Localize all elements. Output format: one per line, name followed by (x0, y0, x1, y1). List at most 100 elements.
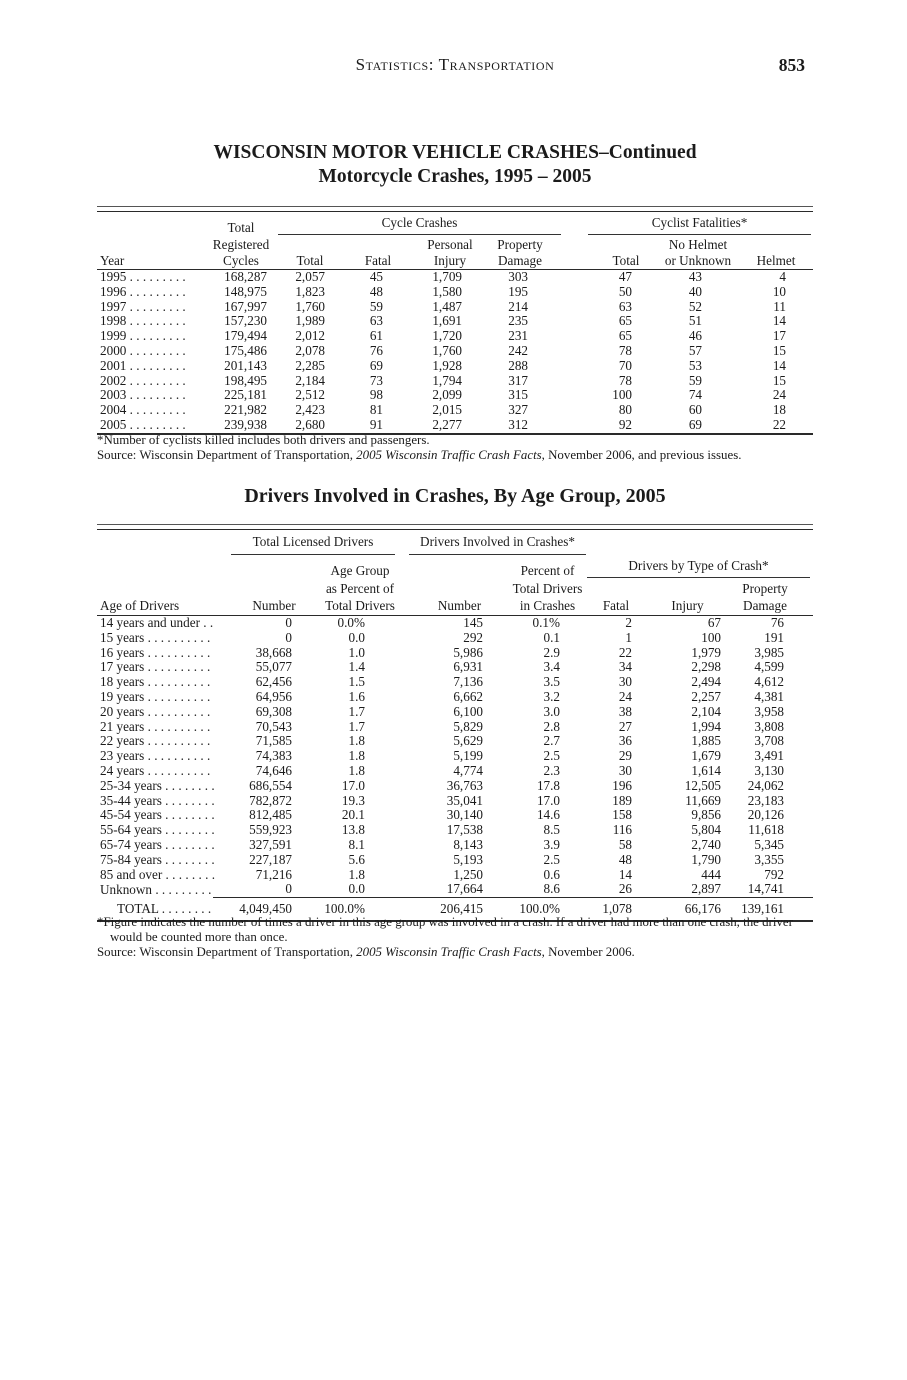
spacer-cell (791, 285, 813, 300)
spacer-cell (791, 270, 813, 285)
header-text: Total Drivers (325, 598, 395, 613)
table-cell: 4,381 (754, 688, 785, 704)
table-cell: 14 years and under . . (100, 615, 214, 630)
group-type-of-crash: Drivers by Type of Crash* (561, 557, 813, 580)
table-cell: 74,383 (255, 748, 292, 764)
table-cell: 65 (618, 328, 632, 344)
table-cell: Unknown . . . . . . . . . (100, 881, 212, 897)
table-cell: 559,923 (249, 822, 292, 838)
table-row: 14 years and under . . 0 0.0% 145 0.1% 2 67 76 (97, 615, 813, 631)
table-cell: 195 (508, 283, 528, 299)
table-cell: 6,662 (453, 688, 483, 704)
header-text: Property (742, 581, 788, 596)
table-cell: 2004 . . . . . . . . . (100, 402, 186, 418)
col-age-of-drivers: Age of Drivers (97, 597, 213, 616)
table-cell: 61 (369, 328, 383, 344)
table-cell: 48 (369, 283, 383, 299)
table-cell: 16 years . . . . . . . . . . (100, 644, 211, 660)
motorcycle-table-body: 1995 . . . . . . . . . 168,287 2,057 45 1,70… (97, 269, 814, 434)
spacer-cell (791, 237, 813, 253)
table-cell: 444 (701, 866, 722, 882)
table-cell: 1,760 (295, 298, 325, 314)
table-cell: 5,345 (754, 836, 785, 852)
group-cycle-crashes: Cycle Crashes (273, 212, 561, 237)
table-cell: 69,308 (255, 703, 292, 719)
spacer-cell (786, 764, 813, 779)
header-text: Damage (498, 252, 542, 268)
table-cell: 14 (772, 357, 786, 373)
table-cell: 1998 . . . . . . . . . (100, 313, 186, 329)
double-rule (97, 206, 813, 212)
table-cell: 24 (772, 387, 786, 403)
table-row: 2004 . . . . . . . . . 221,982 2,423 81 2,01… (97, 402, 813, 418)
header-text: Year (100, 252, 125, 268)
table-row: 35-44 years . . . . . . . . 782,872 19.3 35… (97, 792, 813, 809)
header-row-3: as Percent of Total Drivers Property (97, 580, 813, 597)
spacer-cell (786, 823, 813, 838)
table-cell: 69 (369, 357, 383, 373)
table-cell: 327,591 (249, 836, 292, 852)
table-cell: 29 (618, 748, 633, 764)
table-cell: 40 (688, 283, 702, 299)
header-text: Number (437, 598, 482, 613)
table-row: 2000 . . . . . . . . . 175,486 2,078 76 1,76… (97, 342, 813, 359)
table-cell: 1,487 (432, 298, 462, 314)
spacer-cell (786, 808, 813, 823)
table-cell: 4,599 (754, 659, 785, 675)
table-cell: 38 (618, 703, 633, 719)
col-age-group-pct-line2: as Percent of (293, 580, 394, 597)
table-cell: 9,856 (691, 807, 722, 823)
table-cell: 116 (612, 822, 633, 838)
table-cell: 35,041 (446, 792, 483, 808)
spacer-cell (531, 237, 635, 253)
table-row: 2005 . . . . . . . . . 239,938 2,680 91 2,27… (97, 416, 813, 434)
table-cell: 14,741 (747, 881, 785, 897)
table-cell: 22 years . . . . . . . . . . (100, 733, 211, 749)
table-cell: 782,872 (249, 792, 292, 808)
table-cell: 157,230 (224, 313, 267, 329)
header-text: Damage (743, 598, 787, 613)
table-cell: 73 (369, 372, 383, 388)
table-cell: 4 (779, 269, 786, 284)
spacer-cell (791, 344, 813, 359)
motorcycle-table-head: Total Cycle Crashes Cyclist Fatalities* … (97, 212, 813, 270)
header-row-groups: Total Licensed Drivers Drivers Involved … (97, 530, 813, 557)
table-row: 20 years . . . . . . . . . . 69,308 1.7 6,1… (97, 703, 813, 720)
header-row-groups: Total Cycle Crashes Cyclist Fatalities* (97, 212, 813, 237)
table-cell: 22 (772, 416, 786, 432)
table-cell: 2,012 (295, 328, 325, 344)
table-cell: 1.5 (348, 674, 365, 690)
table-row: 2002 . . . . . . . . . 198,495 2,184 73 1,79… (97, 372, 813, 389)
col-property-line1: Property (722, 580, 788, 597)
table-cell: 30 (618, 762, 633, 778)
table-cell: 100.0% (293, 897, 367, 922)
header-row-2: Age Group Percent of Drivers by Type of … (97, 557, 813, 580)
spacer-cell (97, 212, 209, 237)
group-underline: Drivers by Type of Crash* (587, 557, 811, 578)
table-cell: 2,897 (691, 881, 722, 897)
source-suffix: , November 2006. (541, 945, 635, 960)
table-cell: 7,136 (453, 674, 483, 690)
table-row: 16 years . . . . . . . . . . 38,668 1.0 5,9… (97, 644, 813, 661)
header-text: Total (612, 252, 640, 268)
table-cell: 38,668 (255, 644, 292, 660)
table-cell: 13.8 (341, 822, 365, 838)
table-cell: 3.5 (543, 674, 561, 690)
spacer-cell (786, 749, 813, 764)
table-cell: 168,287 (224, 269, 267, 284)
table-cell: 17.0 (341, 777, 365, 793)
table-cell: 2.5 (543, 851, 561, 867)
age-table-body: 14 years and under . . 0 0.0% 145 0.1% 2 67 76 1… (97, 615, 814, 898)
table-cell: 1 (625, 629, 633, 645)
col-registered-line1: Total (209, 212, 273, 237)
col-no-helmet-line2: or Unknown (635, 253, 731, 270)
table-cell: 1.0 (348, 644, 365, 660)
table-cell: 221,982 (224, 402, 267, 418)
group-label: Total Licensed Drivers (252, 534, 374, 549)
table-cell: 57 (688, 342, 702, 358)
col-fatal: Fatal (561, 597, 633, 616)
table-cell: 1,679 (691, 748, 722, 764)
table-cell: 27 (618, 718, 633, 734)
table-cell: 145 (463, 615, 483, 630)
